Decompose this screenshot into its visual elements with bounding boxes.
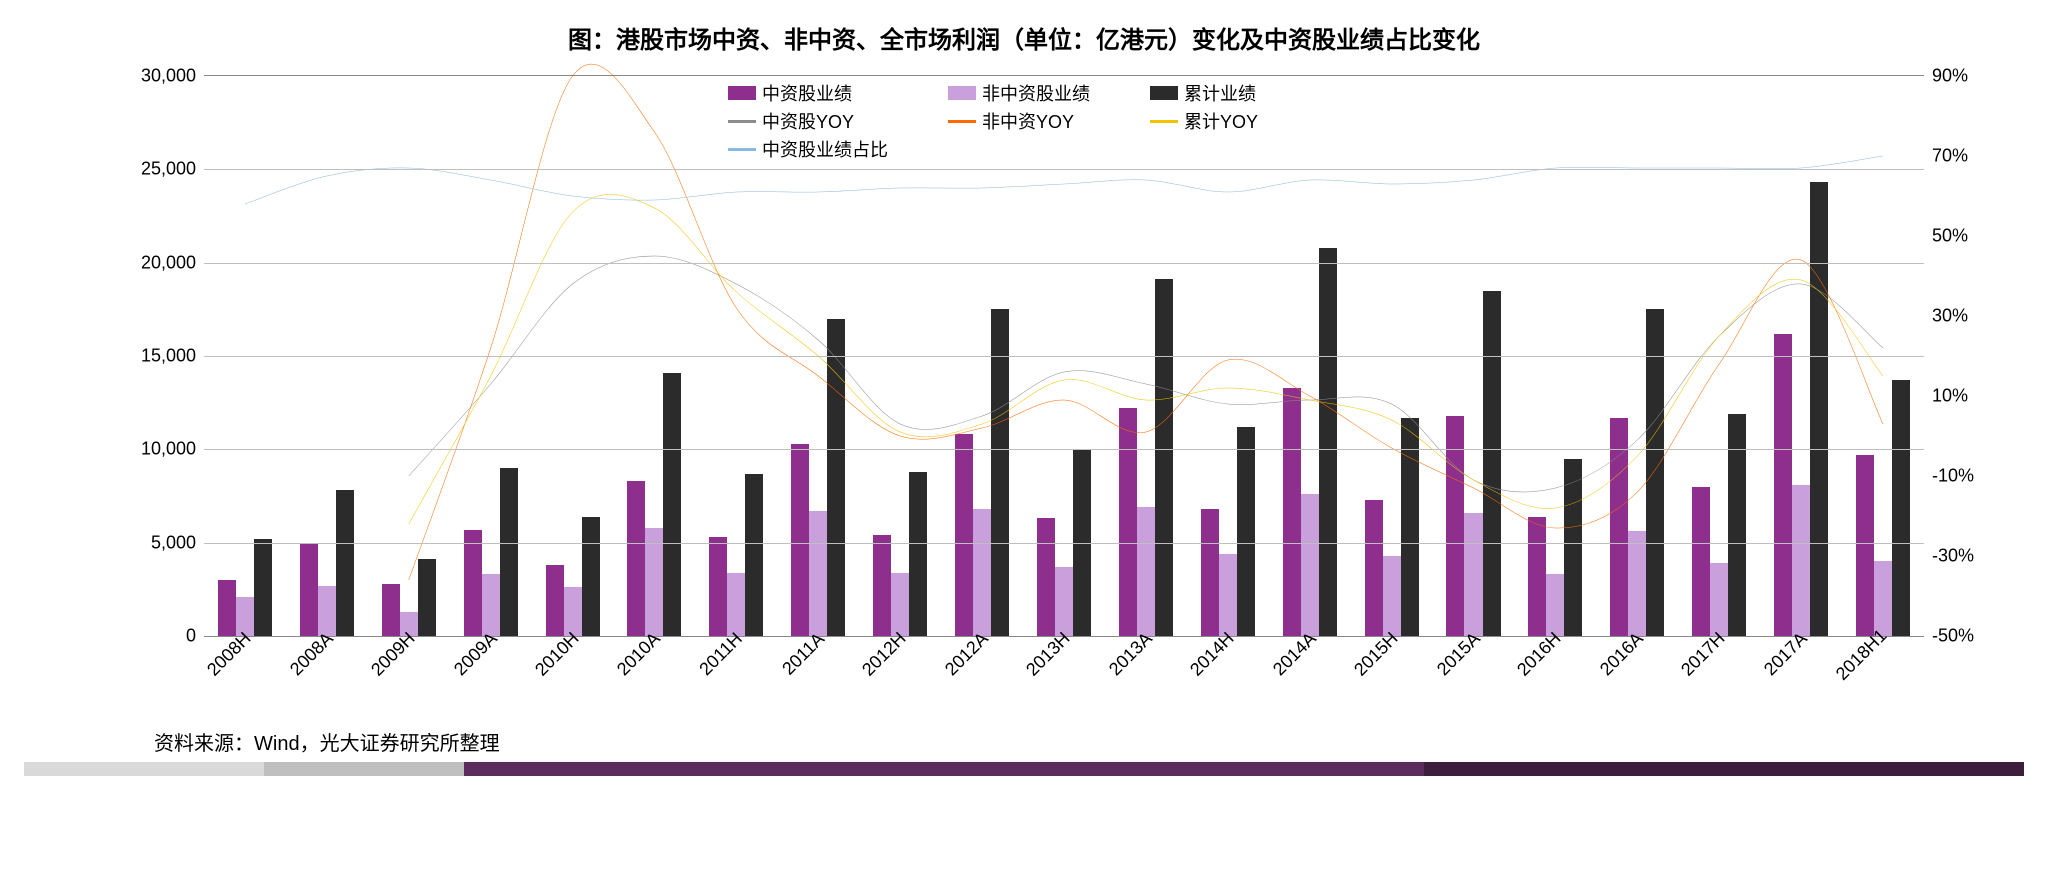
- line-series: [409, 256, 1883, 492]
- x-label: 2010A: [613, 628, 665, 680]
- legend-swatch: [948, 86, 976, 100]
- y-left-label: 30,000: [141, 66, 204, 87]
- legend-item: 非中资股业绩: [948, 80, 1090, 106]
- x-label: 2012A: [941, 628, 993, 680]
- legend-item: 非中资YOY: [948, 108, 1090, 134]
- y-right-label: 30%: [1924, 306, 1968, 327]
- y-left-label: 20,000: [141, 252, 204, 273]
- y-left-label: 25,000: [141, 159, 204, 180]
- y-right-label: -50%: [1924, 626, 1974, 647]
- legend-swatch: [728, 148, 756, 151]
- line-series: [409, 194, 1883, 524]
- legend-swatch: [728, 86, 756, 100]
- gridline: [204, 356, 1924, 357]
- legend-swatch: [1150, 120, 1178, 123]
- x-label: 2014A: [1269, 628, 1321, 680]
- legend-item: 累计业绩: [1150, 80, 1258, 106]
- source-text: 资料来源：Wind，光大证券研究所整理: [154, 727, 2024, 756]
- y-right-label: 10%: [1924, 386, 1968, 407]
- y-right-label: 70%: [1924, 146, 1968, 167]
- x-label: 2015A: [1432, 628, 1484, 680]
- legend-label: 累计业绩: [1184, 80, 1256, 106]
- legend-label: 中资股YOY: [762, 108, 854, 134]
- legend: 中资股业绩 非中资股业绩 累计业绩中资股YOY 非中资YOY 累计YOY 中资股业绩占比: [720, 76, 1266, 166]
- chart-title: 图：港股市场中资、非中资、全市场利润（单位：亿港元）变化及中资股业绩占比变化: [24, 20, 2024, 55]
- x-label: 2011A: [778, 629, 829, 680]
- gridline: [204, 263, 1924, 264]
- gridline: [204, 169, 1924, 170]
- legend-label: 累计YOY: [1184, 108, 1258, 134]
- x-label: 2008A: [286, 628, 338, 680]
- y-right-label: 50%: [1924, 226, 1968, 247]
- y-left-label: 5,000: [151, 532, 204, 553]
- chart-area: 中资股业绩非中资股业绩累计业绩中资股YOY非中资YOY累计YOY中资股业绩占比 …: [204, 75, 1924, 637]
- x-label: 2016A: [1596, 628, 1648, 680]
- legend-label: 非中资股业绩: [982, 80, 1090, 106]
- legend-item: 中资股YOY: [728, 108, 888, 134]
- x-label: 2009A: [450, 628, 502, 680]
- legend-label: 中资股业绩占比: [762, 136, 888, 162]
- y-left-label: 0: [186, 626, 204, 647]
- legend-label: 非中资YOY: [982, 108, 1074, 134]
- x-label: 2013A: [1105, 628, 1157, 680]
- legend-swatch: [948, 120, 976, 123]
- legend-label: 中资股业绩: [762, 80, 852, 106]
- gridline: [204, 543, 1924, 544]
- x-label: 2011H: [696, 628, 747, 679]
- legend-item: 中资股业绩占比: [728, 136, 888, 162]
- legend-item: 累计YOY: [1150, 108, 1258, 134]
- legend-swatch: [728, 120, 756, 123]
- footer-segment: [1424, 762, 2024, 776]
- footer-bar: [24, 762, 2024, 776]
- footer-segment: [24, 762, 264, 776]
- gridline: [204, 449, 1924, 450]
- footer-segment: [464, 762, 1424, 776]
- y-left-label: 10,000: [141, 439, 204, 460]
- footer-segment: [264, 762, 464, 776]
- y-left-label: 15,000: [141, 346, 204, 367]
- y-right-label: -30%: [1924, 546, 1974, 567]
- y-right-label: 90%: [1924, 66, 1968, 87]
- legend-swatch: [1150, 86, 1178, 100]
- y-right-label: -10%: [1924, 466, 1974, 487]
- x-label: 2017A: [1760, 628, 1812, 680]
- plot: 中资股业绩非中资股业绩累计业绩中资股YOY非中资YOY累计YOY中资股业绩占比 …: [204, 75, 1924, 637]
- legend-item: 中资股业绩: [728, 80, 888, 106]
